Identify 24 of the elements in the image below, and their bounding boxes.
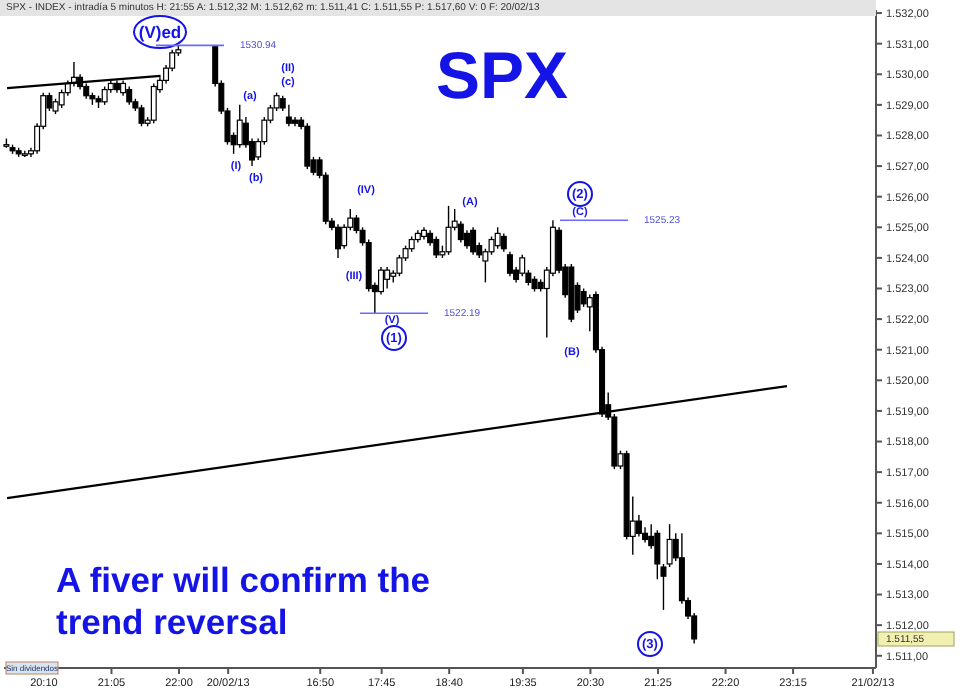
- candlestick: [126, 85, 133, 106]
- annotation: A fiver will confirm the trend reversal: [56, 560, 433, 644]
- circled-wave-label: (V)ed: [133, 15, 187, 49]
- candlestick: [470, 226, 477, 256]
- candlestick: [101, 85, 108, 106]
- candlestick: [335, 223, 342, 259]
- candlestick: [500, 232, 507, 253]
- candlestick: [635, 514, 642, 538]
- candlestick: [304, 122, 311, 170]
- chart-title: SPX: [436, 38, 569, 112]
- candlestick: [58, 88, 65, 109]
- candlestick: [506, 251, 513, 277]
- candlestick: [463, 229, 470, 250]
- annotation: (V)ed: [138, 21, 182, 42]
- candlestick: [150, 82, 157, 124]
- candlestick: [236, 104, 243, 149]
- candlestick: [519, 254, 526, 277]
- candlestick: [396, 254, 403, 277]
- candlestick: [384, 266, 391, 290]
- candlestick: [445, 205, 452, 256]
- candlestick: [433, 235, 440, 259]
- candlestick: [494, 226, 501, 250]
- candlestick: [285, 104, 292, 127]
- candlestick: [138, 104, 145, 127]
